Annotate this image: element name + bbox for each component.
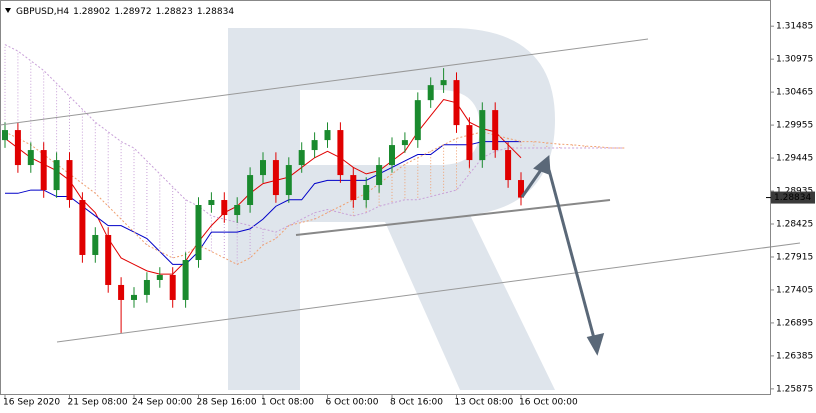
candle-body — [182, 260, 189, 300]
candle-body — [466, 125, 473, 161]
candle-body — [311, 140, 318, 151]
y-tick-label: 1.25875 — [776, 384, 813, 394]
candle-body — [53, 160, 60, 191]
axes: 1.31485 1.30975 1.30465 1.29955 1.29445 1.289… — [3, 22, 815, 408]
candle-body — [453, 80, 460, 126]
low-value: 1.28823 — [156, 7, 193, 17]
candle-body — [324, 130, 331, 141]
candle-body — [363, 185, 370, 201]
indicator-line — [4, 98, 522, 275]
candle-body — [169, 274, 176, 300]
y-tick-label: 1.29955 — [776, 121, 813, 131]
candle-body — [479, 110, 486, 161]
channel-lower — [56, 242, 801, 343]
candle-body — [298, 150, 305, 166]
candle-body — [376, 165, 383, 186]
x-tick-label: 13 Oct 08:00 — [455, 398, 514, 408]
x-tick-label: 16 Oct 00:00 — [519, 398, 578, 408]
candle-body — [440, 80, 447, 86]
candle-body — [414, 100, 421, 141]
candle-body — [131, 294, 137, 300]
x-tick-label: 21 Sep 08:00 — [68, 398, 128, 408]
candle-body — [66, 160, 73, 201]
chart-header: GBPUSD,H4 1.28902 1.28972 1.28823 1.28834 — [16, 7, 234, 17]
candle-body — [285, 165, 292, 196]
last-price-box — [771, 191, 815, 204]
x-tick-label: 28 Sep 16:00 — [197, 398, 257, 408]
candle-body — [518, 180, 524, 198]
candle-body — [492, 110, 499, 151]
y-tick-label: 1.30975 — [776, 55, 813, 65]
indicator-line — [4, 131, 625, 265]
indicator-line — [5, 141, 521, 265]
candle-body — [92, 234, 99, 255]
candle-body — [272, 160, 279, 196]
watermark — [228, 28, 555, 390]
y-tick-label: 1.30465 — [776, 88, 813, 98]
candle-body — [247, 175, 254, 205]
candle-body — [105, 234, 112, 285]
candle-body — [2, 130, 8, 141]
candle-body — [195, 204, 202, 261]
high-value: 1.28972 — [114, 7, 151, 17]
arrow-down — [547, 169, 597, 343]
arrow-head — [533, 154, 551, 176]
candle-body — [208, 200, 215, 205]
y-tick-label: 1.27405 — [776, 285, 813, 295]
y-tick-label: 1.29445 — [776, 154, 813, 164]
candle-body — [14, 130, 21, 166]
candle-body — [221, 200, 228, 216]
channel-upper — [0, 38, 649, 126]
close-value: 1.28834 — [197, 7, 234, 17]
y-tick-label: 1.31485 — [776, 22, 813, 32]
candle-body — [156, 274, 163, 280]
candle-body — [427, 85, 434, 101]
candle-body — [118, 284, 125, 300]
x-tick-label: 8 Oct 16:00 — [390, 398, 443, 408]
indicator-line — [4, 44, 625, 233]
x-tick-label: 1 Oct 08:00 — [261, 398, 314, 408]
candle-body — [234, 204, 241, 216]
candle-body — [143, 279, 150, 295]
plot — [2, 44, 625, 333]
candle-body — [350, 175, 357, 201]
forecast-arrows — [520, 154, 605, 356]
arrow-head — [586, 332, 605, 356]
last-price-label: 1.28834 — [774, 193, 811, 203]
open-value: 1.28902 — [73, 7, 110, 17]
arrow-up — [520, 166, 545, 198]
y-tick-label: 1.28425 — [776, 220, 813, 230]
x-tick-label: 16 Sep 2020 — [3, 398, 60, 408]
candle-body — [337, 130, 344, 176]
x-tick-label: 6 Oct 00:00 — [326, 398, 379, 408]
candle-body — [401, 140, 408, 146]
y-tick-label: 1.26895 — [776, 318, 813, 328]
symbol: GBPUSD,H4 — [16, 7, 69, 17]
y-tick-label: 1.27915 — [776, 252, 813, 262]
candle-body — [260, 160, 266, 176]
candle-body — [389, 145, 395, 166]
candle-body — [79, 200, 86, 255]
y-tick-label: 1.26385 — [776, 351, 813, 361]
candle-body — [27, 150, 34, 166]
menu-triangle — [5, 8, 11, 13]
y-tick-label: 1.28935 — [776, 187, 813, 197]
candle-body — [505, 150, 512, 181]
x-tick-label: 24 Sep 00:00 — [132, 398, 192, 408]
candle-body — [40, 150, 47, 191]
